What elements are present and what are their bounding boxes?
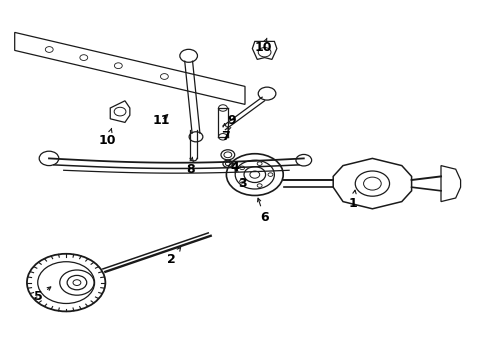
- Text: 2: 2: [167, 247, 181, 266]
- Text: 7: 7: [221, 123, 230, 143]
- Text: 11: 11: [153, 114, 171, 127]
- Text: 10: 10: [99, 129, 117, 147]
- Text: 6: 6: [258, 198, 269, 224]
- Text: 1: 1: [348, 190, 357, 210]
- Text: 5: 5: [34, 287, 51, 303]
- Text: 9: 9: [227, 114, 236, 130]
- Text: 8: 8: [186, 157, 195, 176]
- Text: 4: 4: [231, 161, 240, 174]
- Text: 3: 3: [235, 169, 247, 190]
- Text: 10: 10: [254, 38, 272, 54]
